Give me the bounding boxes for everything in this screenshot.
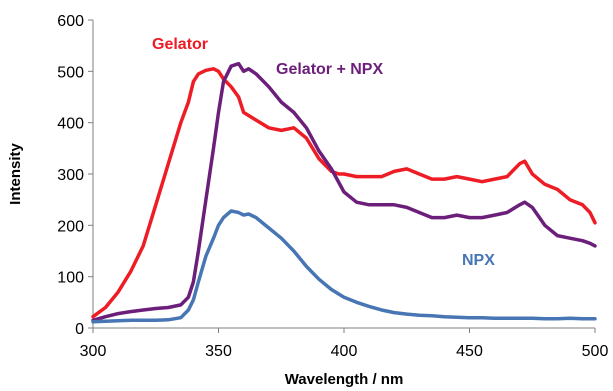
series-line-gelator-npx	[91, 61, 597, 323]
x-tick-label: 450	[456, 343, 483, 360]
series-label-gelator: Gelator	[152, 36, 208, 53]
series-line-npx	[91, 209, 597, 324]
series-label-npx: NPX	[462, 252, 495, 269]
y-axis-title: Intensity	[7, 143, 24, 205]
x-tick-label: 500	[582, 343, 609, 360]
y-tick-label: 0	[75, 321, 84, 338]
y-tick-label: 600	[57, 13, 84, 30]
x-axis-title: Wavelength / nm	[285, 371, 404, 388]
y-tick-label: 200	[57, 218, 84, 235]
y-ticks: 0 100 200 300 400 500 600	[57, 13, 93, 338]
x-ticks: 300 350 400 450 500	[80, 328, 609, 360]
series-lines	[91, 61, 597, 324]
x-tick-label: 350	[205, 343, 232, 360]
x-tick-label: 300	[80, 343, 107, 360]
series-label-gelator-npx: Gelator + NPX	[276, 61, 383, 78]
y-tick-label: 400	[57, 116, 84, 133]
y-tick-label: 500	[57, 64, 84, 81]
y-tick-label: 300	[57, 167, 84, 184]
y-tick-label: 100	[57, 270, 84, 287]
x-tick-label: 400	[331, 343, 358, 360]
